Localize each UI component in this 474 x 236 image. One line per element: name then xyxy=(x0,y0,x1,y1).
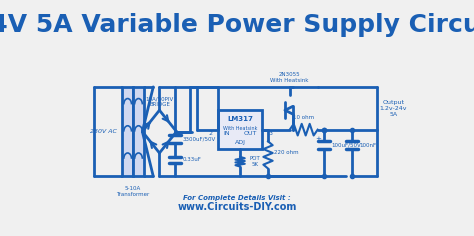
Bar xyxy=(133,87,144,176)
Text: 10A/50PIV
BRIDGE: 10A/50PIV BRIDGE xyxy=(146,97,173,107)
Text: POT
5K: POT 5K xyxy=(249,156,260,167)
Text: LM317: LM317 xyxy=(227,116,253,122)
Text: 3300uF/50V: 3300uF/50V xyxy=(182,137,216,142)
Text: For Complete Details Visit :: For Complete Details Visit : xyxy=(183,195,291,201)
Text: 100nF: 100nF xyxy=(359,143,377,148)
Text: +: + xyxy=(315,136,321,142)
Text: 230V AC: 230V AC xyxy=(90,129,117,134)
Text: ADJ: ADJ xyxy=(235,140,246,145)
Text: 5-10A
Transformer: 5-10A Transformer xyxy=(117,186,150,197)
Text: Output
1.2v-24v
5A: Output 1.2v-24v 5A xyxy=(380,100,407,117)
Text: OUT: OUT xyxy=(244,131,257,136)
Text: 0.33uF: 0.33uF xyxy=(182,157,201,162)
Text: 100uF/50V: 100uF/50V xyxy=(332,143,361,148)
Text: 3: 3 xyxy=(268,131,272,136)
Text: www.Circuits-DIY.com: www.Circuits-DIY.com xyxy=(177,202,297,212)
Text: With Heatsink: With Heatsink xyxy=(223,126,257,131)
Bar xyxy=(122,87,133,176)
Text: 220 ohm: 220 ohm xyxy=(274,151,299,156)
Text: 10 ohm: 10 ohm xyxy=(293,115,314,120)
Text: 2: 2 xyxy=(208,131,212,136)
Bar xyxy=(219,110,262,149)
Text: IN: IN xyxy=(223,131,230,136)
Text: 2N3055
With Heatsink: 2N3055 With Heatsink xyxy=(271,72,309,83)
Text: 24V 5A Variable Power Supply Circuit: 24V 5A Variable Power Supply Circuit xyxy=(0,13,474,37)
